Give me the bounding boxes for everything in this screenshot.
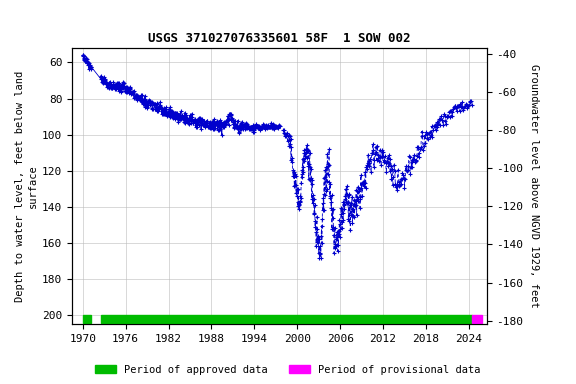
Y-axis label: Depth to water level, feet below land
surface: Depth to water level, feet below land su… xyxy=(14,71,38,302)
Title: USGS 371027076335601 58F  1 SOW 002: USGS 371027076335601 58F 1 SOW 002 xyxy=(148,32,411,45)
Legend: Period of approved data, Period of provisional data: Period of approved data, Period of provi… xyxy=(91,361,485,379)
Y-axis label: Groundwater level above NGVD 1929, feet: Groundwater level above NGVD 1929, feet xyxy=(529,65,539,308)
Bar xyxy=(83,315,92,323)
Bar xyxy=(472,315,482,323)
Bar xyxy=(101,315,472,323)
